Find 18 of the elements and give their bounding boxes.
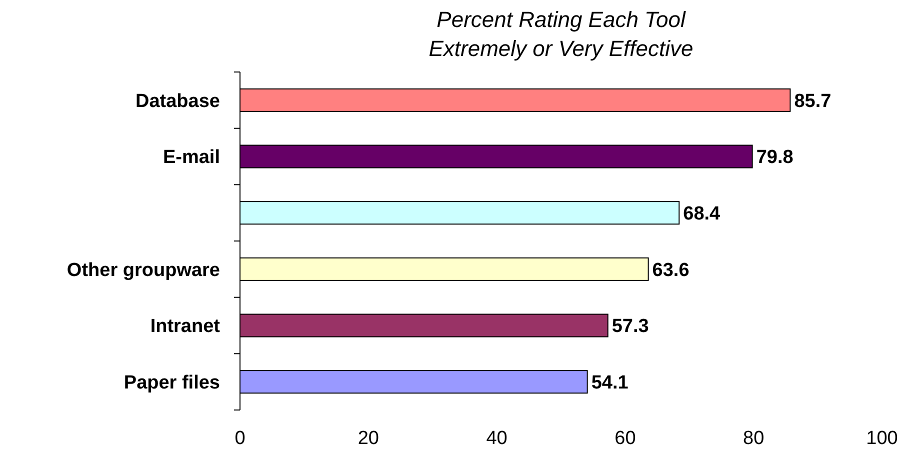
y-tick-label: Paper files	[124, 372, 220, 394]
y-tick-label: E-mail	[162, 147, 220, 168]
chart-title: Percent Rating Each Tool Extremely or Very Effective	[428, 7, 694, 61]
y-tick-label: Other groupware	[66, 260, 220, 281]
y-tick-label: Intranet	[150, 316, 221, 338]
data-label: 85.7	[794, 90, 832, 112]
y-tick-label: Database	[136, 90, 220, 112]
data-label: 63.6	[652, 260, 690, 281]
x-tick-label: 100	[866, 428, 898, 449]
x-tick-label: 20	[358, 428, 379, 449]
data-label: 54.1	[591, 372, 629, 394]
data-label: 68.4	[683, 203, 721, 224]
data-label: 79.8	[756, 147, 794, 168]
x-tick-label: 80	[743, 428, 764, 449]
x-tick-label: 0	[234, 428, 246, 449]
x-tick-label: 60	[614, 428, 636, 449]
x-tick-label: 40	[486, 428, 508, 449]
data-label: 57.3	[612, 316, 649, 338]
